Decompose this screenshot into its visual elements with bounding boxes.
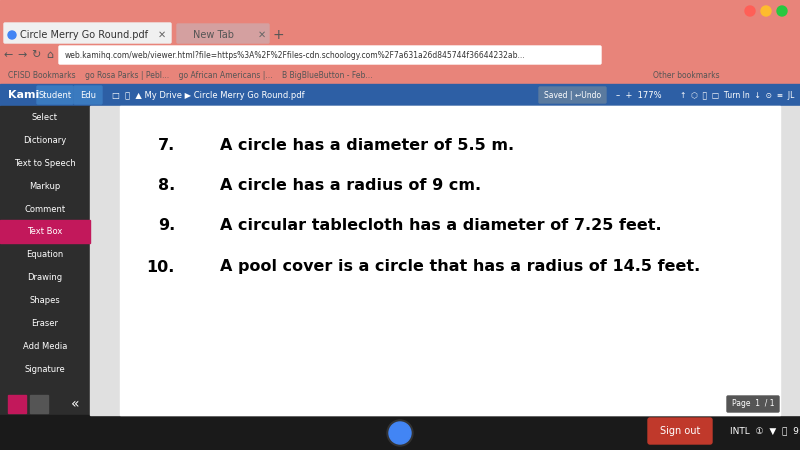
Circle shape <box>8 31 16 39</box>
Text: □  🔍  ▲ My Drive ▶ Circle Merry Go Round.pdf: □ 🔍 ▲ My Drive ▶ Circle Merry Go Round.p… <box>112 90 305 99</box>
Text: 10.: 10. <box>146 260 175 274</box>
Text: Edu: Edu <box>80 90 96 99</box>
Bar <box>90 106 800 415</box>
FancyBboxPatch shape <box>4 23 171 43</box>
Text: CFISD Bookmarks    go Rosa Parks | Pebl...    go African Americans |...    B Big: CFISD Bookmarks go Rosa Parks | Pebl... … <box>8 71 373 80</box>
Text: Drawing: Drawing <box>27 273 62 282</box>
Circle shape <box>387 420 413 446</box>
Text: →: → <box>18 50 26 60</box>
Text: ✕: ✕ <box>258 30 266 40</box>
Bar <box>0 106 90 415</box>
Circle shape <box>389 422 411 444</box>
Text: Equation: Equation <box>26 250 64 259</box>
FancyBboxPatch shape <box>37 86 73 104</box>
FancyBboxPatch shape <box>74 86 102 104</box>
Circle shape <box>745 6 755 16</box>
Bar <box>8 395 26 413</box>
Text: A pool cover is a circle that has a radius of 14.5 feet.: A pool cover is a circle that has a radi… <box>220 260 700 274</box>
Text: Signature: Signature <box>25 364 66 373</box>
Text: Student: Student <box>38 90 71 99</box>
Bar <box>0 220 90 243</box>
Circle shape <box>761 6 771 16</box>
Text: Markup: Markup <box>30 182 61 191</box>
Text: Saved | ↩Undo: Saved | ↩Undo <box>545 90 602 99</box>
Text: Sign out: Sign out <box>660 426 700 436</box>
Text: Shapes: Shapes <box>30 296 60 305</box>
Text: «: « <box>70 397 79 411</box>
Circle shape <box>777 6 787 16</box>
Text: web.kamihq.com/web/viewer.html?file=https%3A%2F%2Ffiles-cdn.schoology.com%2F7a63: web.kamihq.com/web/viewer.html?file=http… <box>65 50 526 59</box>
Text: A circle has a diameter of 5.5 m.: A circle has a diameter of 5.5 m. <box>220 138 514 153</box>
Text: ←: ← <box>3 50 13 60</box>
Bar <box>30 395 48 413</box>
FancyBboxPatch shape <box>59 46 601 64</box>
Text: Comment: Comment <box>25 204 66 213</box>
Bar <box>120 106 780 415</box>
Bar <box>0 66 800 84</box>
Text: A circle has a radius of 9 cm.: A circle has a radius of 9 cm. <box>220 177 481 193</box>
FancyBboxPatch shape <box>177 24 269 43</box>
Text: Dictionary: Dictionary <box>23 136 66 145</box>
Bar <box>0 415 800 450</box>
Text: Select: Select <box>32 113 58 122</box>
Text: +: + <box>272 28 284 42</box>
Text: INTL  ①  ▼  🔋  9:19: INTL ① ▼ 🔋 9:19 <box>730 427 800 436</box>
Text: A circular tablecloth has a diameter of 7.25 feet.: A circular tablecloth has a diameter of … <box>220 217 662 233</box>
Bar <box>0 84 800 106</box>
Text: Circle Merry Go Round.pdf: Circle Merry Go Round.pdf <box>20 30 148 40</box>
Text: Eraser: Eraser <box>31 319 58 328</box>
Text: 9.: 9. <box>158 217 175 233</box>
Text: –  +  177%: – + 177% <box>616 90 662 99</box>
FancyBboxPatch shape <box>648 418 712 444</box>
Text: New Tab: New Tab <box>193 30 234 40</box>
Text: Kami: Kami <box>8 90 39 100</box>
FancyBboxPatch shape <box>539 87 606 103</box>
FancyBboxPatch shape <box>727 396 779 412</box>
Text: ↑  ⬡  🖨  □  Turn In  ↓  ⊙  ≡  JL: ↑ ⬡ 🖨 □ Turn In ↓ ⊙ ≡ JL <box>680 90 794 99</box>
Text: Text Box: Text Box <box>27 227 62 236</box>
Text: Text to Speech: Text to Speech <box>14 159 76 168</box>
Text: Other bookmarks: Other bookmarks <box>654 71 720 80</box>
Text: Add Media: Add Media <box>23 342 67 351</box>
Text: ↻: ↻ <box>31 50 41 60</box>
Text: ⌂: ⌂ <box>46 50 54 60</box>
Text: ✕: ✕ <box>158 30 166 40</box>
Bar <box>0 0 800 22</box>
Text: 7.: 7. <box>158 138 175 153</box>
Bar <box>0 22 800 44</box>
Text: 8.: 8. <box>158 177 175 193</box>
Text: Page  1  / 1: Page 1 / 1 <box>732 400 774 409</box>
Bar <box>0 44 800 66</box>
